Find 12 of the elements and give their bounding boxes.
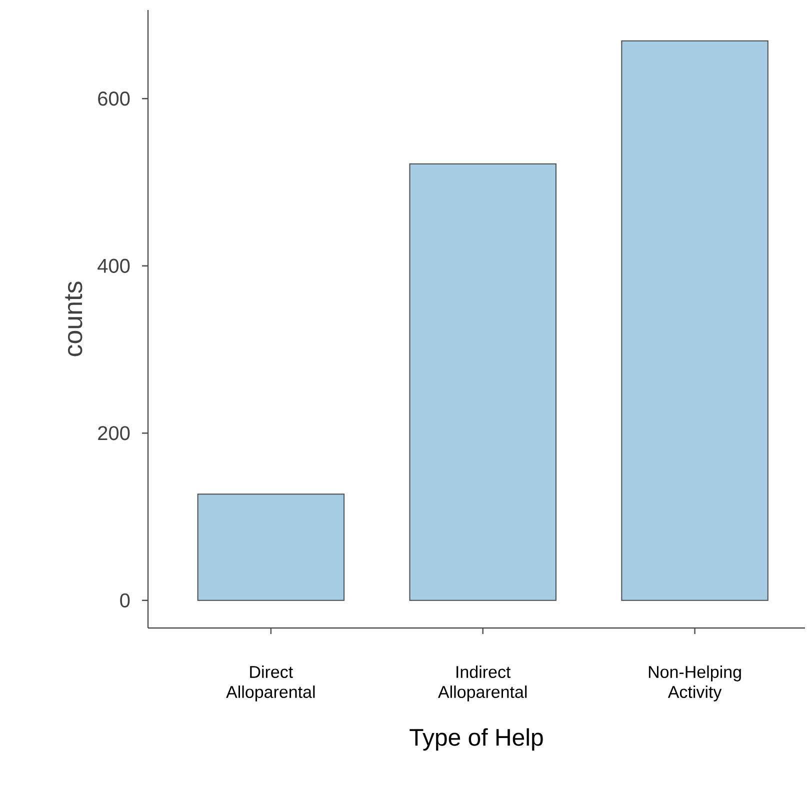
bar [409,163,556,601]
x-tick-label: Non-Helping Activity [648,666,741,702]
x-tick-label: Direct Alloparental [226,666,315,702]
x-tick-label: Indirect Alloparental [438,666,527,702]
y-tick-label: 0 [120,593,130,608]
bar [197,494,345,601]
y-tick-label: 400 [98,258,130,273]
bar [621,40,768,601]
y-tick-label: 200 [98,426,130,440]
x-axis-title: Type of Help [410,728,543,751]
y-axis-title: counts [65,282,82,356]
y-tick-label: 600 [98,92,130,106]
